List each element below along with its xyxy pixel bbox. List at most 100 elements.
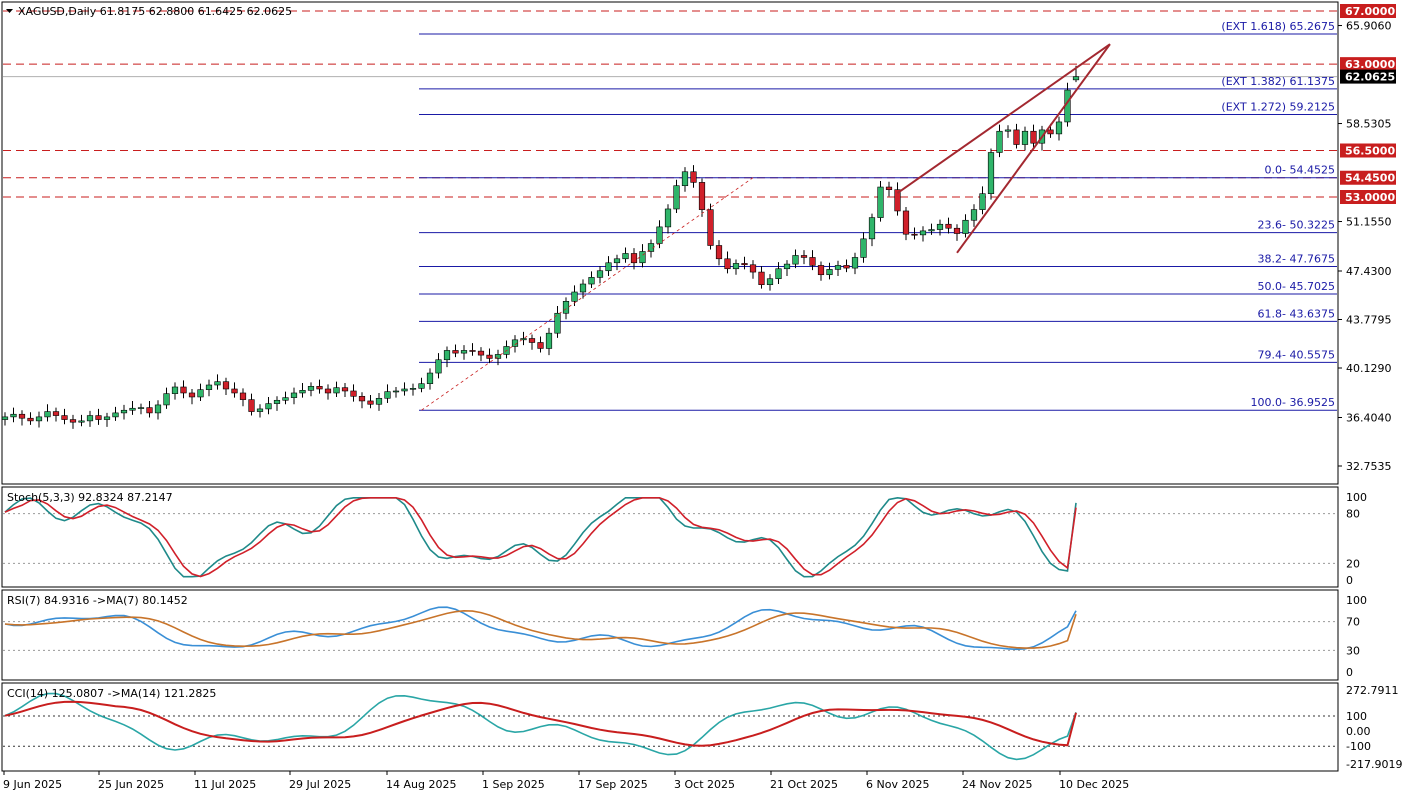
- candle: [358, 392, 366, 409]
- candle: [205, 379, 213, 397]
- bull-candle-body: [435, 359, 442, 374]
- time-tick-label: 29 Jul 2025: [289, 778, 351, 791]
- bear-candle-body: [817, 265, 825, 276]
- bear-candle-body: [698, 182, 706, 210]
- candle: [180, 380, 187, 399]
- bull-candle-body: [545, 332, 553, 349]
- cci-tick-label: -100: [1346, 740, 1371, 753]
- bear-candle-body: [61, 415, 68, 420]
- cci-main-line: [4, 692, 1077, 761]
- candle: [775, 262, 782, 285]
- bear-candle-body: [69, 419, 77, 423]
- bull-candle-body: [554, 312, 561, 334]
- candle: [52, 407, 60, 422]
- bear-candle-body: [800, 255, 808, 258]
- candle: [486, 348, 493, 364]
- bear-candle-body: [528, 338, 536, 343]
- time-tick-label: 11 Jul 2025: [194, 778, 256, 791]
- stoch-tick-label: 80: [1346, 508, 1360, 521]
- rsi-label: RSI(7) 84.9316 ->MA(7) 80.1452: [7, 594, 188, 607]
- bull-candle-body: [979, 193, 986, 210]
- level-tag: [1340, 4, 1396, 18]
- bull-candle-body: [996, 130, 1003, 153]
- bull-candle-body: [613, 258, 621, 264]
- bull-candle-body: [197, 389, 204, 398]
- bull-candle-body: [299, 390, 306, 394]
- bull-candle-body: [792, 255, 799, 265]
- level-tag-label: 53.0000: [1345, 191, 1395, 204]
- candle: [350, 384, 357, 402]
- fibonacci-layer: (EXT 1.618) 65.2675 (EXT 1.382) 61.1375 (E…: [419, 20, 1337, 411]
- bull-candle-body: [775, 268, 782, 280]
- bull-candle-body: [256, 408, 264, 412]
- candle: [452, 344, 459, 358]
- candle: [885, 181, 893, 197]
- bull-candle-body: [10, 413, 17, 418]
- bear-candle-body: [1030, 130, 1037, 144]
- level-tag: [1340, 190, 1396, 205]
- candle: [1, 412, 9, 426]
- cci-tick-label: 0.00: [1346, 725, 1371, 738]
- bull-candle-body: [596, 270, 604, 278]
- candle: [902, 206, 910, 241]
- bear-candle-body: [707, 209, 714, 246]
- bull-candle-body: [137, 407, 145, 409]
- bear-candle-body: [248, 399, 255, 412]
- candle: [928, 223, 935, 235]
- level-tag-label: 63.0000: [1345, 58, 1395, 71]
- wedge-upper-line: [896, 43, 1111, 194]
- indicators-layer: 100 80 20 0 100 70 30 0 272.7911 100 0.00 -100 -217.…: [3, 491, 1402, 771]
- bull-candle-body: [1055, 121, 1063, 135]
- time-tick-label: 17 Sep 2025: [578, 778, 648, 791]
- candle: [409, 383, 417, 396]
- candle: [248, 393, 255, 416]
- bull-candle-body: [511, 339, 519, 347]
- fibonacci-label: 23.6- 50.3225: [1258, 219, 1335, 232]
- time-tick-label: 14 Aug 2025: [386, 778, 456, 791]
- candle: [103, 412, 111, 427]
- bear-candle-body: [537, 342, 544, 349]
- dropdown-triangle-icon[interactable]: [6, 9, 13, 13]
- candle: [112, 406, 119, 421]
- candle: [936, 219, 944, 236]
- time-axis-layer: 9 Jun 2025 25 Jun 2025 11 Jul 2025 29 Jul 2…: [3, 771, 1129, 791]
- bull-candle-body: [1, 416, 9, 420]
- candle: [528, 334, 536, 350]
- bull-candle-body: [656, 226, 663, 244]
- bull-candle-body: [443, 350, 451, 361]
- candle: [188, 388, 196, 405]
- bull-candle-body: [520, 338, 527, 341]
- cci-tick-label: -217.9019: [1346, 758, 1402, 771]
- candle: [18, 410, 26, 426]
- price-tick-label: 32.7535: [1346, 460, 1392, 473]
- rsi-panel: [1, 589, 1339, 681]
- bear-candle-body: [231, 388, 238, 394]
- candle: [1021, 126, 1029, 151]
- candle: [664, 204, 672, 234]
- bear-candle-body: [630, 253, 638, 264]
- candle: [894, 182, 901, 216]
- candle: [919, 226, 927, 242]
- bear-candle-body: [741, 263, 748, 266]
- bull-candle-body: [987, 152, 995, 194]
- levels-layer: [3, 10, 1337, 198]
- stoch-main-line: [4, 496, 1077, 578]
- bear-candle-body: [324, 388, 332, 394]
- bull-candle-body: [562, 300, 570, 314]
- candle: [698, 178, 706, 217]
- level-tag: [1340, 143, 1396, 158]
- candle: [953, 224, 961, 241]
- bull-candle-body: [78, 420, 85, 423]
- bull-candle-body: [826, 269, 833, 276]
- bull-candle-body: [673, 185, 680, 210]
- candle: [120, 404, 128, 420]
- candle: [418, 377, 425, 393]
- candle: [324, 384, 332, 400]
- bear-candle-body: [146, 407, 153, 414]
- candle: [724, 251, 731, 274]
- bull-candle-body: [120, 409, 128, 414]
- candle: [537, 336, 544, 353]
- stoch-tick-label: 0: [1346, 574, 1353, 587]
- bull-candle-body: [962, 219, 969, 234]
- bull-candle-body: [860, 238, 867, 258]
